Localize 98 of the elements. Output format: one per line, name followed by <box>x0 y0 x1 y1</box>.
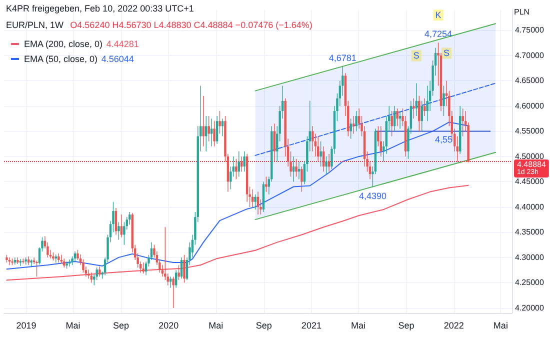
candlestick <box>328 154 330 172</box>
candlestick <box>243 151 246 172</box>
y-tick-label: 4.20000 <box>515 303 544 312</box>
candlestick <box>355 110 358 132</box>
candlestick <box>98 266 101 277</box>
candlestick <box>418 96 420 132</box>
x-tick-label: Mai <box>493 320 508 330</box>
candlestick <box>8 257 11 266</box>
candlestick <box>174 270 178 288</box>
candlestick <box>300 166 303 192</box>
annotation: S <box>443 48 450 58</box>
candlestick <box>118 222 120 240</box>
x-tick-label: Sep <box>113 320 130 330</box>
candlestick <box>216 116 218 144</box>
x-tick-label: 2019 <box>16 320 36 330</box>
line-series <box>6 184 469 281</box>
candlestick <box>292 156 295 182</box>
candlestick <box>295 158 298 177</box>
y-tick-label: 4.75000 <box>515 26 544 35</box>
ref-line-label: 4.48884 <box>517 160 546 169</box>
candlestick <box>415 82 418 116</box>
candlestick <box>393 106 396 132</box>
candlestick <box>251 188 254 208</box>
legend-label: EMA (50, close, 0) <box>24 54 98 64</box>
y-tick-label: 4.30000 <box>515 252 544 262</box>
annotation: O4.56240 H4.56730 L4.48830 C4.48884 −0.07476 (−1.64%) <box>70 20 312 30</box>
x-tick-label: Sep <box>256 320 272 330</box>
y-axis-title: PLN <box>514 8 530 16</box>
candlestick <box>218 110 221 134</box>
candlestick <box>202 96 204 147</box>
x-tick-label: Sep <box>398 320 414 330</box>
candlestick <box>352 116 355 134</box>
x-tick-label: 2021 <box>301 320 322 330</box>
candlestick <box>142 262 144 274</box>
annotation: K <box>435 10 442 20</box>
candlestick <box>172 276 174 308</box>
y-tick-label: 4.65000 <box>515 76 544 86</box>
candlestick <box>36 260 38 277</box>
candlestick <box>221 118 224 137</box>
candlestick <box>298 161 300 180</box>
x-tick-label: 2022 <box>444 320 464 330</box>
y-tick-label: 4.45000 <box>515 177 544 186</box>
candlestick <box>322 146 325 172</box>
annotation: S <box>413 50 420 61</box>
annotation: 4.44281 <box>106 39 139 49</box>
candlestick <box>183 254 186 284</box>
candlestick <box>114 208 118 236</box>
annotation: 4.56044 <box>101 54 134 64</box>
candlestick <box>398 110 402 130</box>
candlestick <box>273 123 276 162</box>
candlestick <box>235 158 238 180</box>
candlestick <box>350 118 352 140</box>
candlestick <box>74 251 76 262</box>
candlestick <box>68 259 71 267</box>
annotation: 4,6781 <box>328 53 356 64</box>
legend-label: EMA (200, close, 0) <box>24 39 103 49</box>
annotation: 4,55 <box>434 134 452 145</box>
x-tick-label: Mai <box>351 320 366 330</box>
y-tick-label: 4.70000 <box>515 50 544 60</box>
candlestick <box>14 257 16 265</box>
x-tick-label: 2020 <box>158 320 179 330</box>
x-tick-label: Mai <box>208 320 224 330</box>
chart-subtitle: K4PR freigegeben, Feb 10, 2022 00:33 UTC+1 <box>6 4 194 14</box>
candlestick <box>462 108 464 137</box>
candlestick <box>424 98 426 116</box>
y-tick-label: 4.40000 <box>515 202 544 212</box>
candlestick <box>205 116 208 152</box>
text: EUR/PLN, 1W <box>6 20 64 30</box>
candlestick <box>210 118 213 147</box>
candlestick <box>58 253 60 263</box>
candlestick <box>180 257 183 280</box>
y-tick-label: 4.60000 <box>515 101 544 110</box>
candlestick <box>254 194 256 210</box>
x-tick-label: Mai <box>66 320 80 330</box>
candlestick <box>442 85 445 116</box>
annotation: 4,4390 <box>358 190 386 201</box>
annotation: 4,7254 <box>424 29 452 40</box>
y-tick-label: 4.55000 <box>515 126 544 136</box>
candlestick <box>380 126 382 157</box>
candlestick <box>240 156 243 172</box>
candlestick <box>325 156 328 174</box>
candlestick <box>265 176 268 192</box>
candlestick <box>316 136 320 162</box>
candlestick <box>390 110 393 137</box>
candlestick <box>88 269 90 280</box>
candlestick <box>256 191 260 215</box>
y-tick-label: 4.50000 <box>515 152 544 161</box>
y-tick-label: 4.25000 <box>515 278 544 288</box>
candlestick <box>412 98 415 119</box>
y-tick-label: 4.35000 <box>515 228 544 237</box>
candlestick <box>96 267 98 281</box>
candlestick <box>320 140 322 167</box>
candlestick <box>396 108 398 126</box>
candlestick <box>238 151 240 177</box>
candlestick <box>420 100 423 132</box>
candlestick <box>213 120 216 147</box>
candlestick <box>178 264 180 281</box>
candlestick <box>208 116 210 142</box>
